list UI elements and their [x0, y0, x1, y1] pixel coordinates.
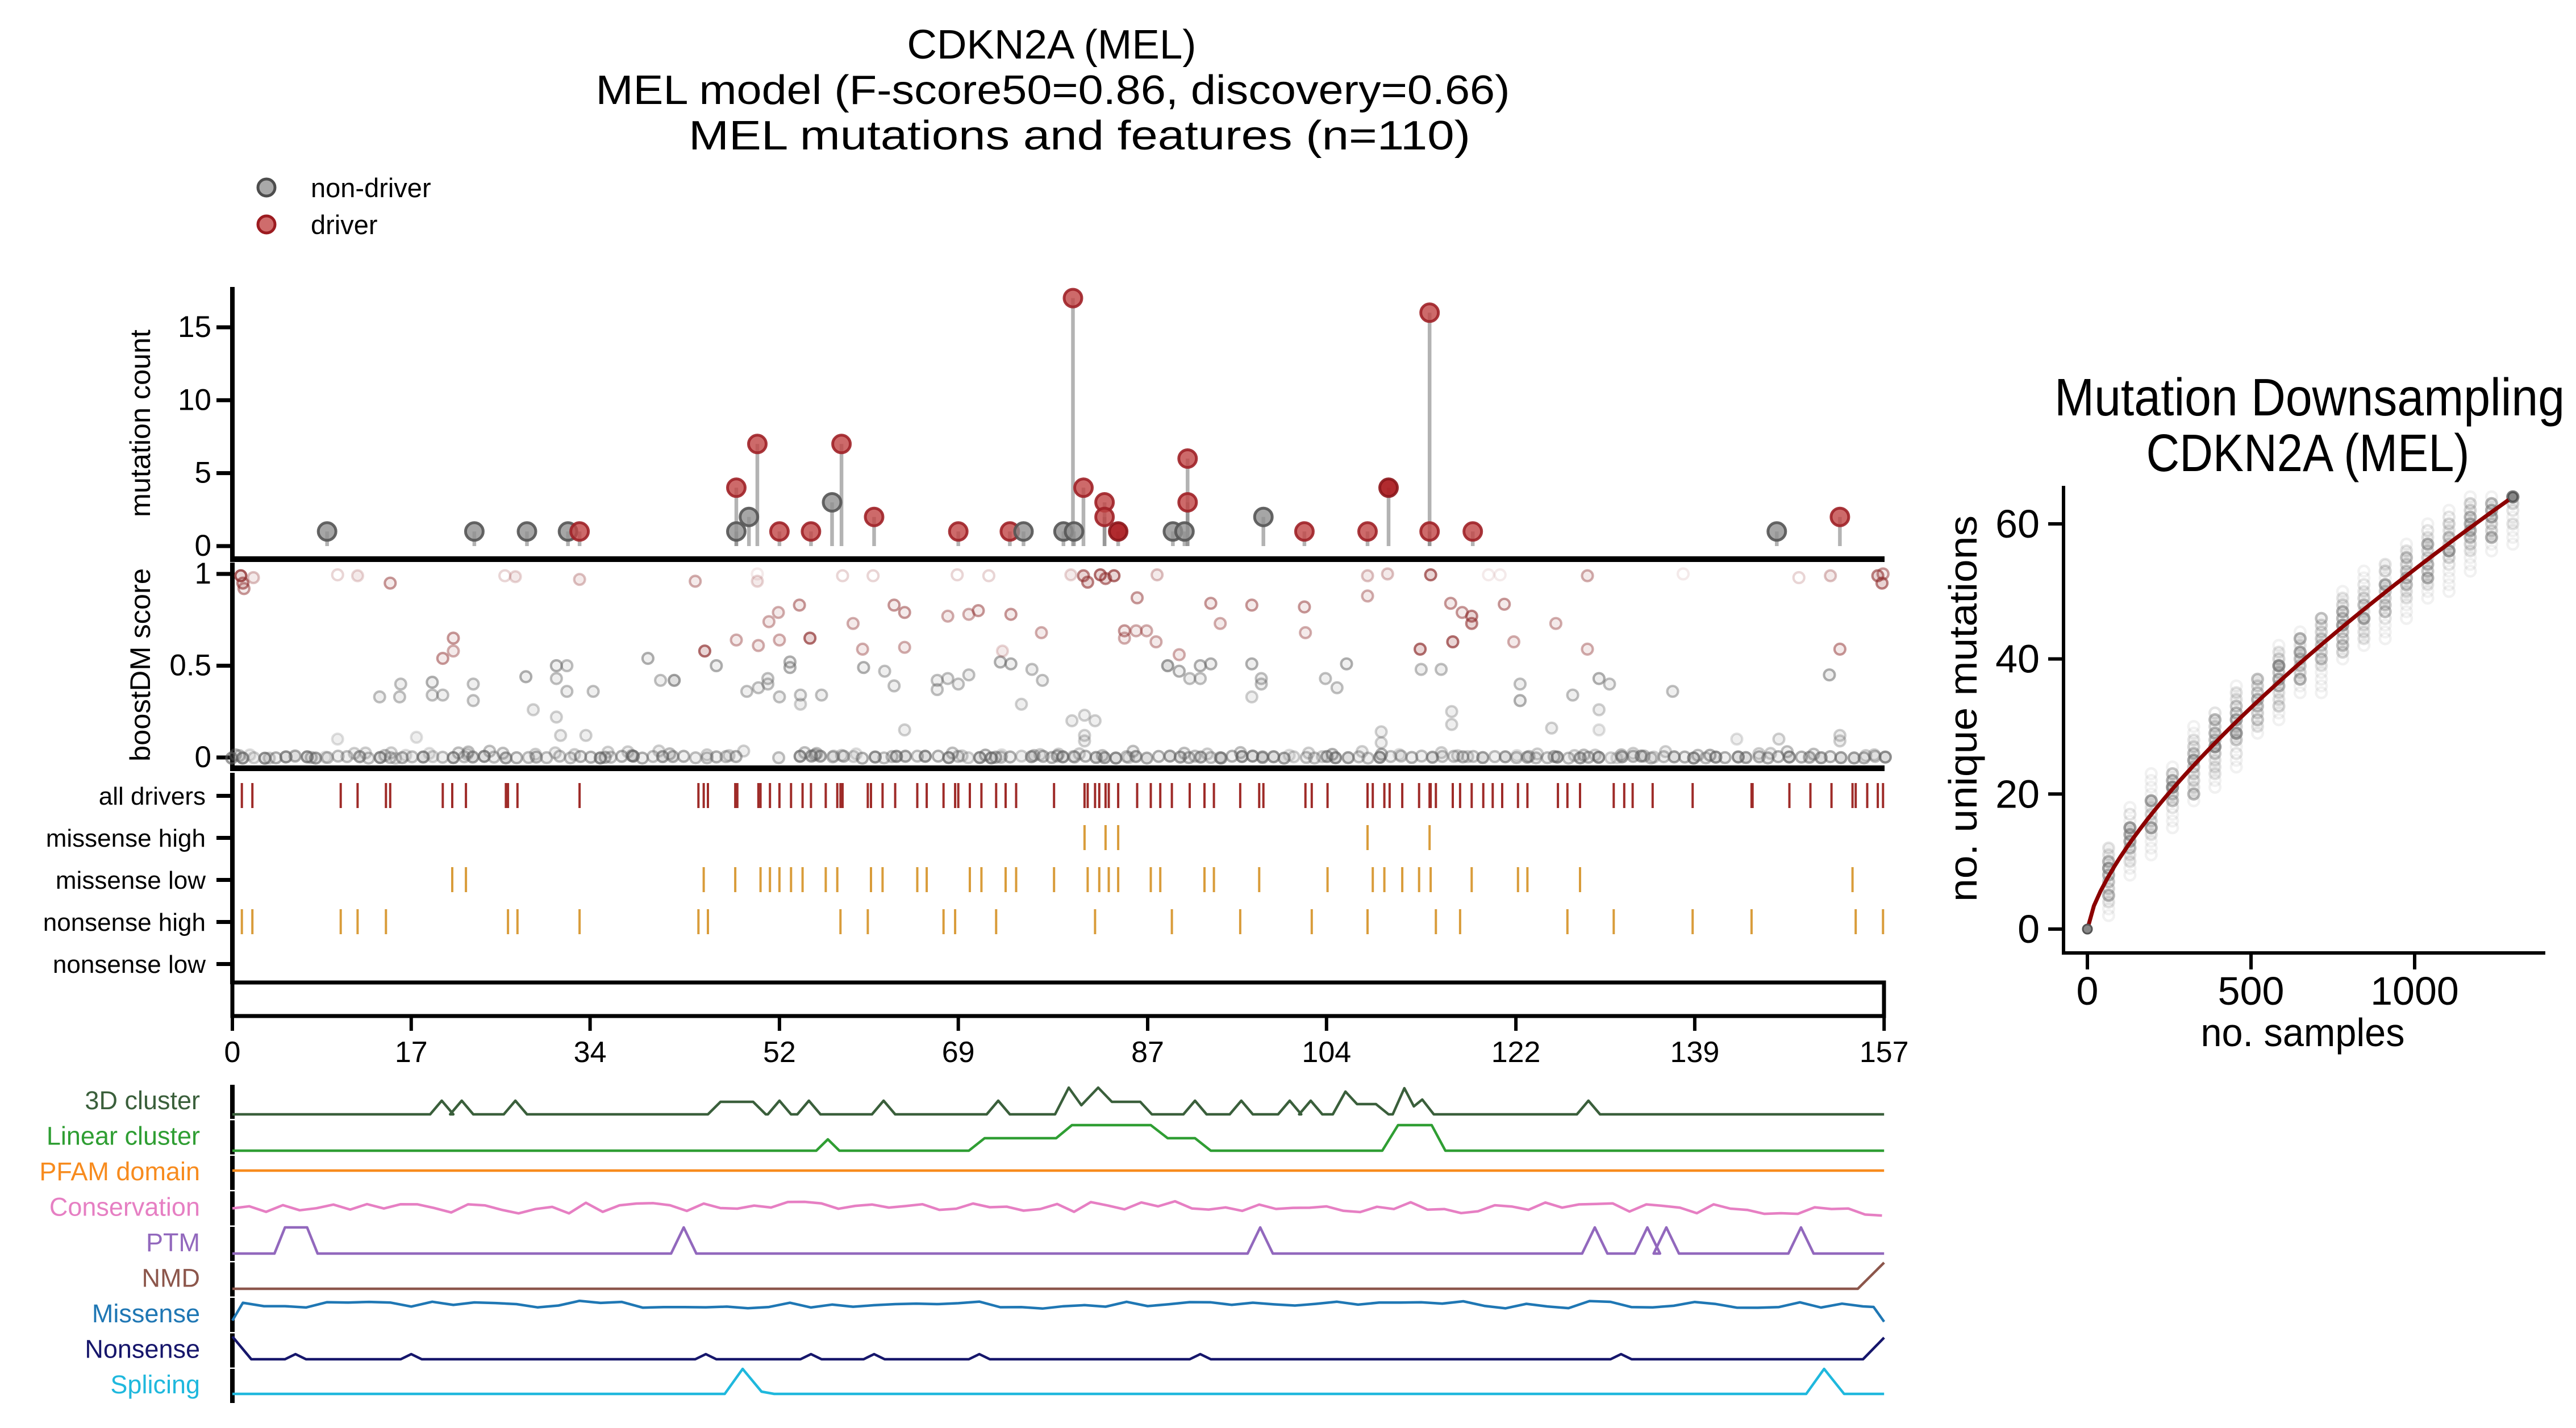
svg-text:0: 0: [195, 529, 211, 563]
svg-text:3D cluster: 3D cluster: [85, 1086, 200, 1115]
svg-text:0: 0: [2018, 907, 2040, 951]
svg-text:1000: 1000: [2370, 969, 2459, 1013]
svg-text:10: 10: [178, 383, 211, 417]
svg-text:PTM: PTM: [146, 1228, 200, 1257]
svg-text:0: 0: [195, 740, 211, 774]
svg-text:60: 60: [1995, 502, 2040, 546]
svg-text:0: 0: [224, 1036, 241, 1069]
svg-text:PFAM domain: PFAM domain: [39, 1157, 200, 1186]
svg-text:52: 52: [763, 1036, 796, 1069]
svg-text:20: 20: [1995, 772, 2040, 816]
svg-text:104: 104: [1302, 1036, 1351, 1069]
svg-text:missense high: missense high: [46, 825, 206, 852]
svg-text:1: 1: [195, 557, 211, 590]
svg-text:MEL model (F-score50=0.86, dis: MEL model (F-score50=0.86, discovery=0.6…: [596, 68, 1510, 113]
svg-text:87: 87: [1131, 1036, 1164, 1069]
svg-text:5: 5: [195, 456, 211, 490]
svg-text:17: 17: [395, 1036, 428, 1069]
svg-text:nonsense high: nonsense high: [43, 909, 206, 936]
svg-text:NMD: NMD: [142, 1264, 200, 1293]
svg-text:Nonsense: Nonsense: [85, 1335, 200, 1364]
svg-text:122: 122: [1491, 1036, 1541, 1069]
svg-text:mutation count: mutation count: [124, 330, 156, 517]
svg-text:boostDM score: boostDM score: [124, 568, 156, 761]
svg-text:Mutation Downsampling: Mutation Downsampling: [2054, 368, 2565, 427]
svg-text:157: 157: [1860, 1036, 1909, 1069]
svg-text:139: 139: [1670, 1036, 1720, 1069]
svg-text:15: 15: [178, 310, 211, 344]
svg-text:500: 500: [2218, 969, 2285, 1013]
svg-text:0: 0: [2077, 969, 2099, 1013]
svg-text:missense low: missense low: [56, 867, 206, 894]
svg-text:all drivers: all drivers: [99, 782, 206, 810]
svg-text:driver: driver: [311, 210, 378, 240]
svg-text:0.5: 0.5: [169, 649, 211, 682]
svg-text:MEL mutations and features (n=: MEL mutations and features (n=110): [689, 113, 1470, 159]
svg-text:40: 40: [1995, 637, 2040, 681]
svg-text:nonsense low: nonsense low: [53, 951, 206, 979]
svg-text:Conservation: Conservation: [49, 1193, 200, 1222]
svg-text:34: 34: [574, 1036, 607, 1069]
svg-text:69: 69: [942, 1036, 975, 1069]
svg-text:CDKN2A (MEL): CDKN2A (MEL): [907, 22, 1197, 68]
svg-text:Splicing: Splicing: [110, 1370, 200, 1399]
svg-text:no. samples: no. samples: [2201, 1010, 2405, 1055]
svg-text:Missense: Missense: [92, 1299, 200, 1328]
svg-text:no. unique mutations: no. unique mutations: [1941, 515, 1985, 902]
svg-text:Linear cluster: Linear cluster: [47, 1122, 200, 1151]
svg-text:CDKN2A (MEL): CDKN2A (MEL): [2146, 423, 2470, 482]
svg-text:non-driver: non-driver: [311, 173, 431, 203]
